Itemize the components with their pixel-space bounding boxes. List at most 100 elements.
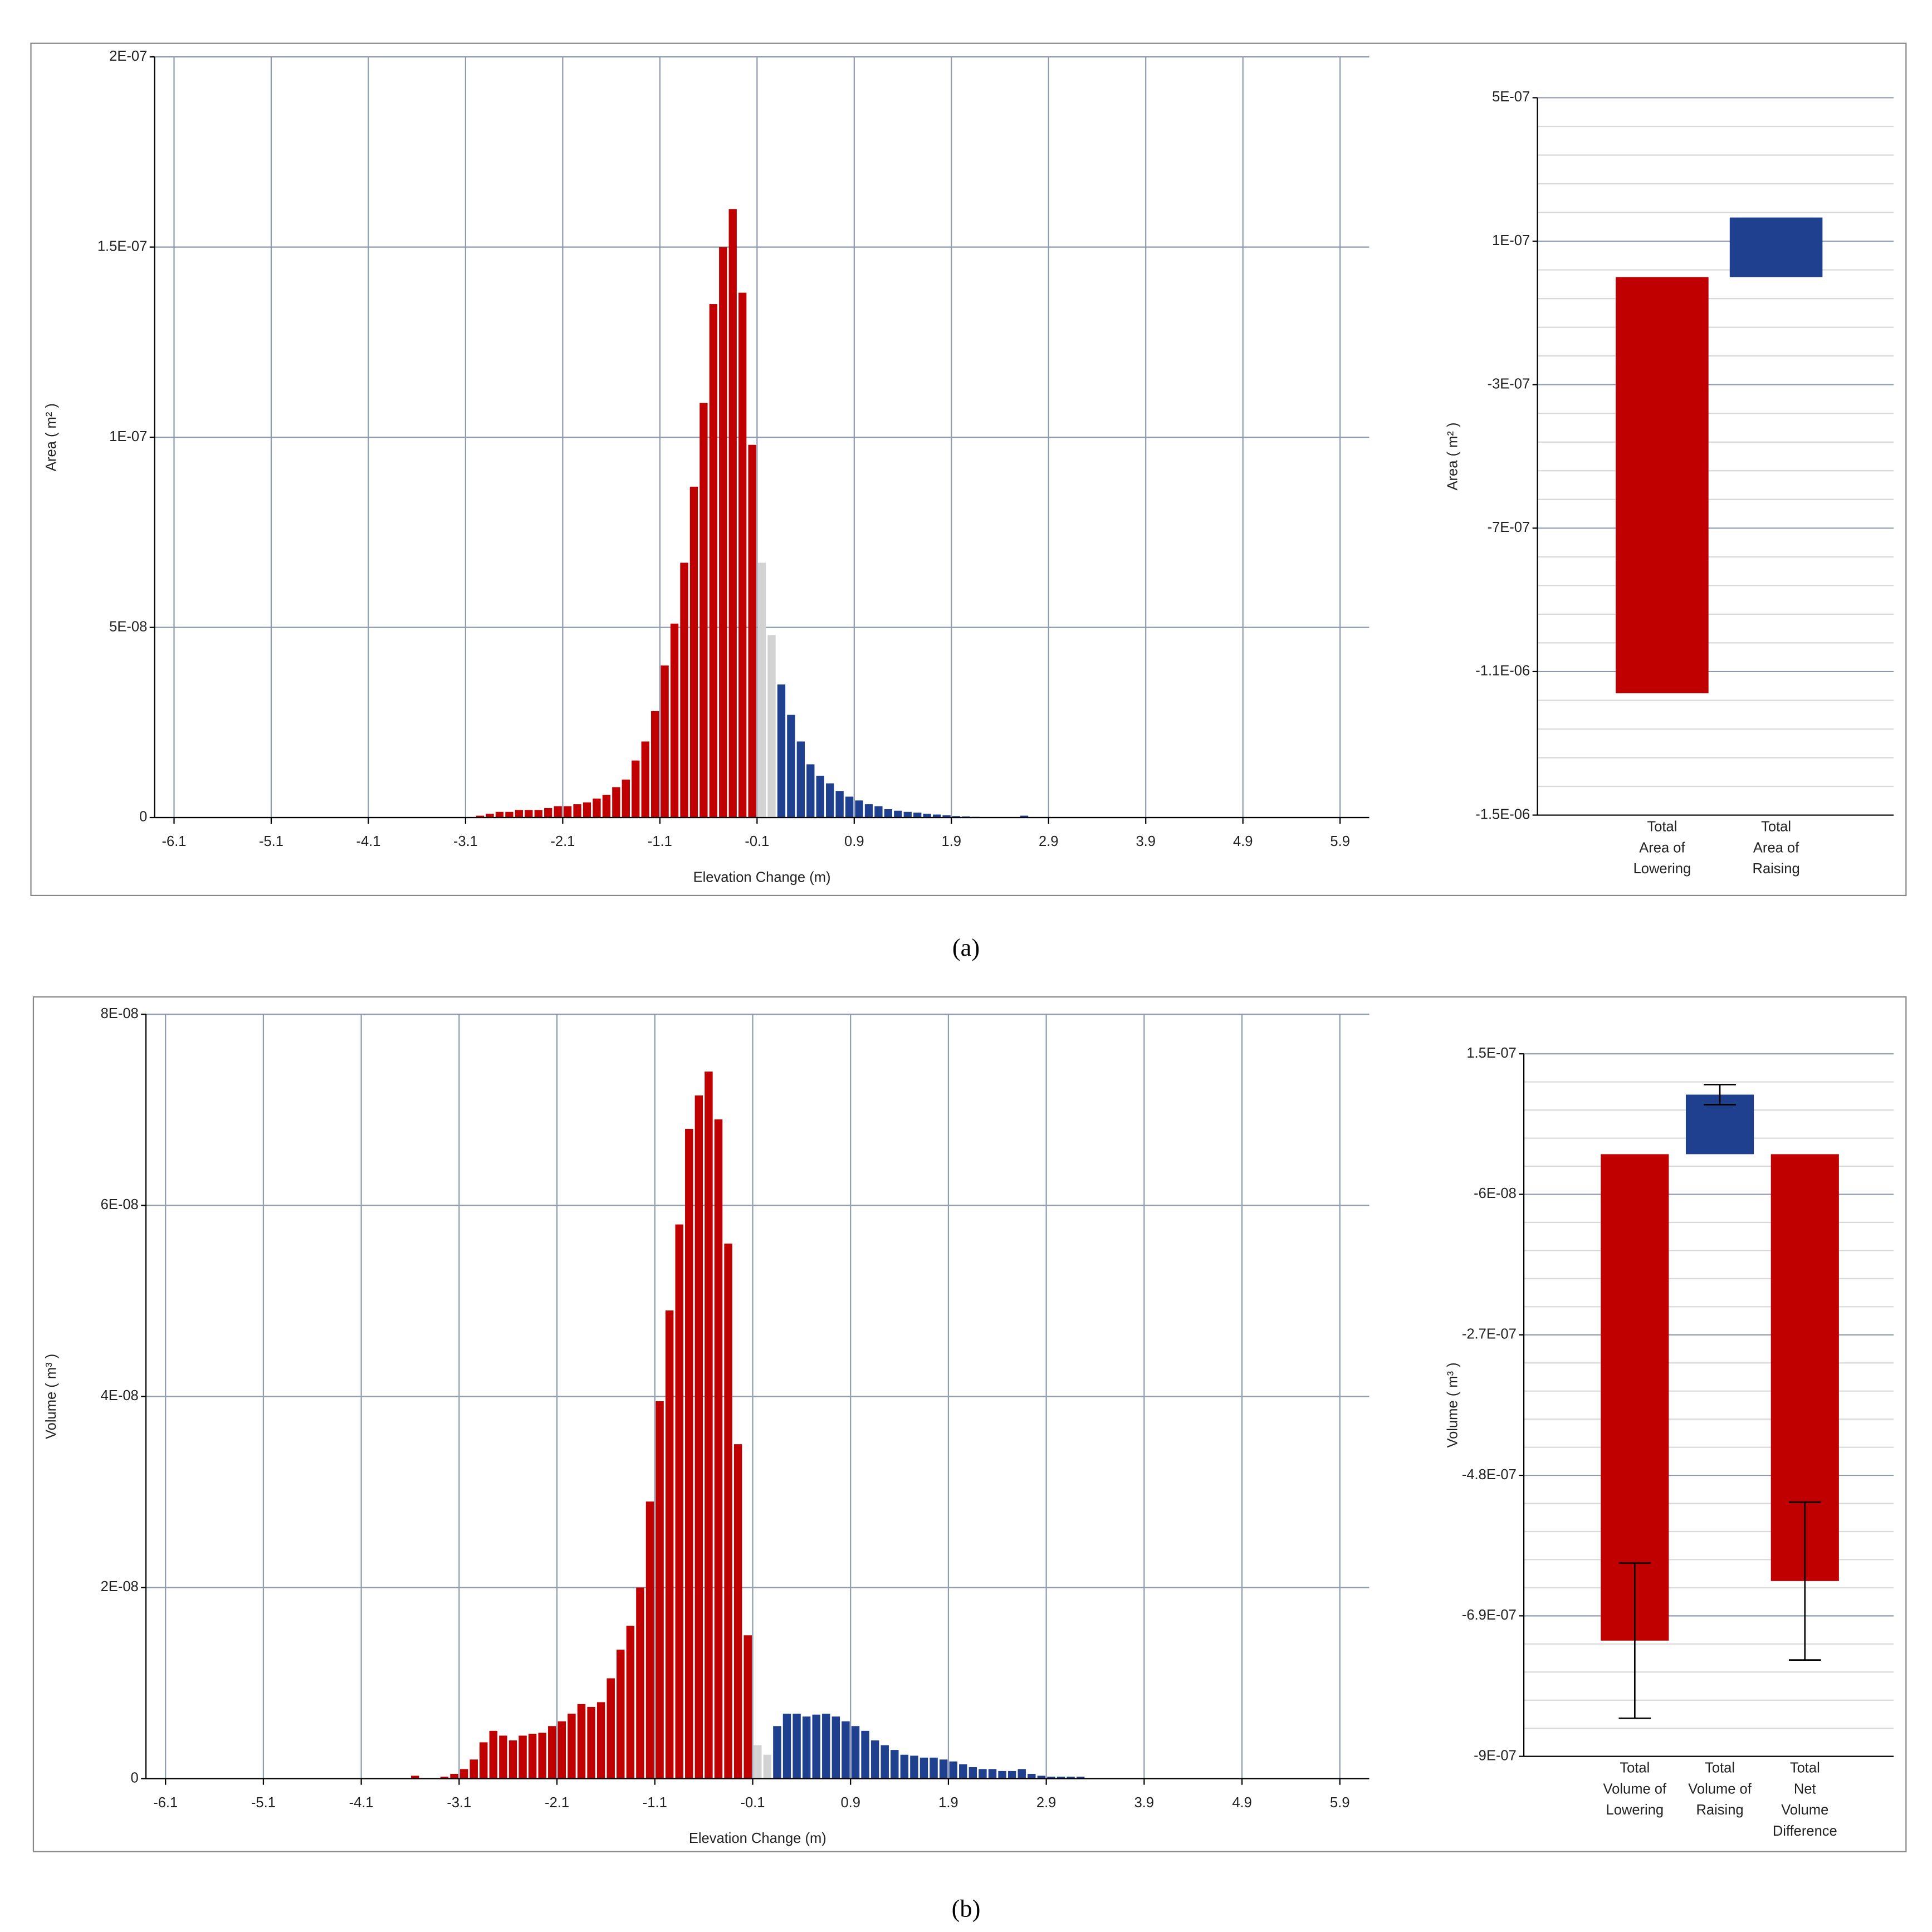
histogram-bar <box>728 209 737 818</box>
histogram-bar <box>998 1770 1006 1779</box>
histogram-bar <box>622 779 630 818</box>
bar <box>1616 277 1709 693</box>
y-tick-label: 8E-08 <box>101 1006 139 1021</box>
histogram-bar <box>748 444 756 818</box>
histogram-bar <box>548 1726 556 1779</box>
histogram-bar <box>1047 1777 1055 1779</box>
histogram-bar <box>486 814 494 818</box>
histogram-bar <box>645 1501 654 1779</box>
x-tick-label: -5.1 <box>251 1795 276 1811</box>
histogram-bar <box>626 1626 635 1779</box>
histogram-bar <box>554 806 562 818</box>
x-tick-label: -2.1 <box>545 1795 569 1811</box>
y-tick-label: 1.5E-07 <box>1466 1045 1516 1061</box>
histogram-bar <box>861 1730 869 1779</box>
histogram-bar <box>563 806 572 818</box>
x-tick-label: 4.9 <box>1232 1795 1252 1811</box>
histogram-bar <box>587 1706 595 1779</box>
histogram-bar <box>495 811 504 818</box>
histogram-bar <box>606 1678 615 1779</box>
histogram-bar <box>913 813 922 818</box>
histogram-bar <box>738 292 747 818</box>
histogram-bar <box>910 1755 918 1779</box>
x-tick-label: -0.1 <box>740 1795 765 1811</box>
y-tick-label: 0 <box>139 809 147 825</box>
histogram-bar <box>930 1757 938 1779</box>
histogram-bar <box>773 1726 781 1779</box>
histogram-bar <box>870 1740 879 1779</box>
histogram-bar <box>499 1735 507 1779</box>
bar <box>1729 217 1823 277</box>
histogram-bar <box>733 1444 742 1779</box>
histogram-bar <box>632 760 640 818</box>
y-tick-label: 2E-07 <box>109 48 147 64</box>
histogram-bar <box>822 1713 830 1779</box>
histogram-bar <box>641 741 649 818</box>
histogram-bar <box>1076 1777 1085 1779</box>
histogram-bar <box>816 775 824 818</box>
x-tick-label: 2.9 <box>1036 1795 1057 1811</box>
histogram-bar <box>489 1730 498 1779</box>
y-tick-label: 1.5E-07 <box>97 238 147 254</box>
histogram-bar <box>525 810 533 818</box>
y-tick-label: 4E-08 <box>101 1388 139 1403</box>
x-axis-label: Elevation Change (m) <box>689 1831 826 1846</box>
x-tick-label: Volume of <box>1688 1781 1752 1797</box>
x-tick-label: 3.9 <box>1134 1795 1155 1811</box>
histogram-bar <box>705 1072 713 1779</box>
x-tick-label: Total <box>1705 1760 1735 1776</box>
x-tick-label: 1.9 <box>942 834 962 849</box>
x-tick-label: -6.1 <box>153 1795 178 1811</box>
y-tick-label: -2.7E-07 <box>1462 1327 1517 1342</box>
histogram-bar <box>881 1745 889 1779</box>
histogram-bar <box>694 1095 703 1779</box>
histogram-bar <box>763 1754 772 1779</box>
x-tick-label: Area of <box>1753 840 1799 855</box>
y-tick-label: 1E-07 <box>109 429 147 444</box>
y-tick-label: 1E-07 <box>1492 233 1530 248</box>
y-tick-label: 0 <box>131 1770 139 1786</box>
histogram-bar <box>979 1769 987 1779</box>
histogram-bar <box>583 802 591 818</box>
histogram-bar <box>538 1733 546 1779</box>
x-tick-label: -1.1 <box>648 834 672 849</box>
x-tick-label: Net <box>1794 1781 1816 1797</box>
histogram-bar <box>675 1224 683 1779</box>
y-tick-label: -3E-07 <box>1488 376 1530 392</box>
histogram-bar <box>508 1740 517 1779</box>
y-tick-label: 5E-08 <box>109 619 147 634</box>
histogram-bar <box>689 486 698 818</box>
histogram-bar <box>568 1713 576 1779</box>
x-tick-label: Total <box>1647 819 1677 835</box>
y-axis-label: Area ( m² ) <box>1445 423 1460 491</box>
histogram-bar <box>923 814 931 818</box>
histogram-bar <box>845 796 854 818</box>
histogram-bar <box>505 811 513 818</box>
histogram-bar <box>754 1745 762 1779</box>
x-tick-label: Volume of <box>1603 1781 1667 1797</box>
histogram-bar <box>515 810 524 818</box>
histogram-bar <box>577 1704 586 1779</box>
x-tick-label: 3.9 <box>1136 834 1156 849</box>
histogram-bar <box>988 1769 997 1779</box>
histogram-bar <box>796 741 805 818</box>
histogram-bar <box>573 804 581 818</box>
panel-caption: (b) <box>952 1894 981 1922</box>
histogram-bar <box>476 815 485 818</box>
histogram-bar <box>1007 1770 1016 1779</box>
histogram-bar <box>864 804 873 818</box>
histogram-bar <box>744 1635 752 1779</box>
x-tick-label: Total <box>1620 1760 1650 1776</box>
histogram-bar <box>1037 1776 1046 1779</box>
y-axis-label: Volume ( m³ ) <box>1445 1362 1460 1447</box>
histogram-bar <box>793 1713 801 1779</box>
x-tick-label: -2.1 <box>550 834 575 849</box>
histogram-bar <box>787 715 795 818</box>
x-tick-label: 2.9 <box>1039 834 1059 849</box>
x-tick-label: 5.9 <box>1330 834 1350 849</box>
y-tick-label: -7E-07 <box>1488 520 1530 535</box>
x-tick-label: Lowering <box>1606 1802 1664 1818</box>
histogram-bar <box>612 787 620 818</box>
